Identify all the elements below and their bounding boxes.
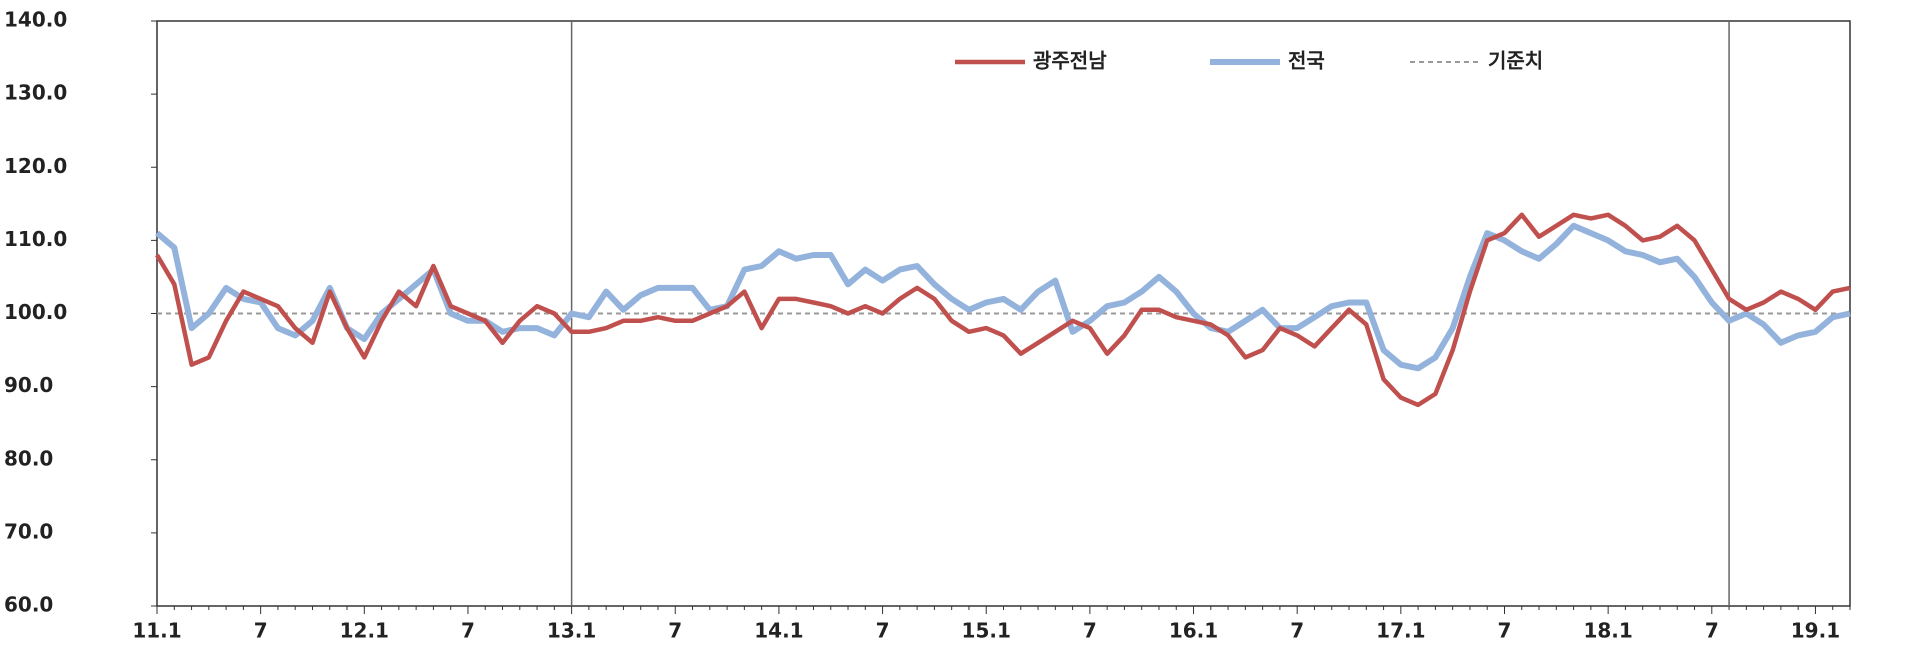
- series-line: [155, 222, 1851, 372]
- x-tick-label: 14.1: [754, 619, 803, 643]
- series-line: [155, 212, 1851, 408]
- legend-label: 기준치: [1488, 49, 1543, 73]
- y-tick-label: 60.0: [4, 593, 53, 617]
- x-tick-label: 7: [1705, 619, 1719, 643]
- x-tick-label: 13.1: [547, 619, 596, 643]
- x-tick-label: 7: [668, 619, 682, 643]
- y-tick-label: 80.0: [4, 446, 53, 470]
- x-tick-label: 12.1: [340, 619, 389, 643]
- x-tick-label: 7: [254, 619, 268, 643]
- y-tick-label: 100.0: [4, 300, 67, 324]
- y-tick-label: 110.0: [4, 227, 67, 251]
- x-tick-label: 16.1: [1169, 619, 1218, 643]
- x-tick-label: 7: [1083, 619, 1097, 643]
- x-tick-label: 19.1: [1791, 619, 1840, 643]
- x-tick-label: 7: [461, 619, 475, 643]
- y-tick-label: 130.0: [4, 81, 67, 105]
- x-tick-label: 18.1: [1583, 619, 1632, 643]
- x-tick-label: 7: [1290, 619, 1304, 643]
- y-tick-label: 120.0: [4, 154, 67, 178]
- legend-label: 광주전남: [1033, 49, 1107, 73]
- x-tick-label: 7: [1498, 619, 1512, 643]
- x-tick-label: 15.1: [962, 619, 1011, 643]
- y-tick-label: 140.0: [4, 8, 67, 32]
- legend-label: 전국: [1288, 49, 1325, 73]
- x-tick-label: 7: [876, 619, 890, 643]
- x-tick-label: 17.1: [1376, 619, 1425, 643]
- y-tick-label: 70.0: [4, 519, 53, 543]
- y-tick-label: 90.0: [4, 373, 53, 397]
- x-tick-label: 11.1: [132, 619, 181, 643]
